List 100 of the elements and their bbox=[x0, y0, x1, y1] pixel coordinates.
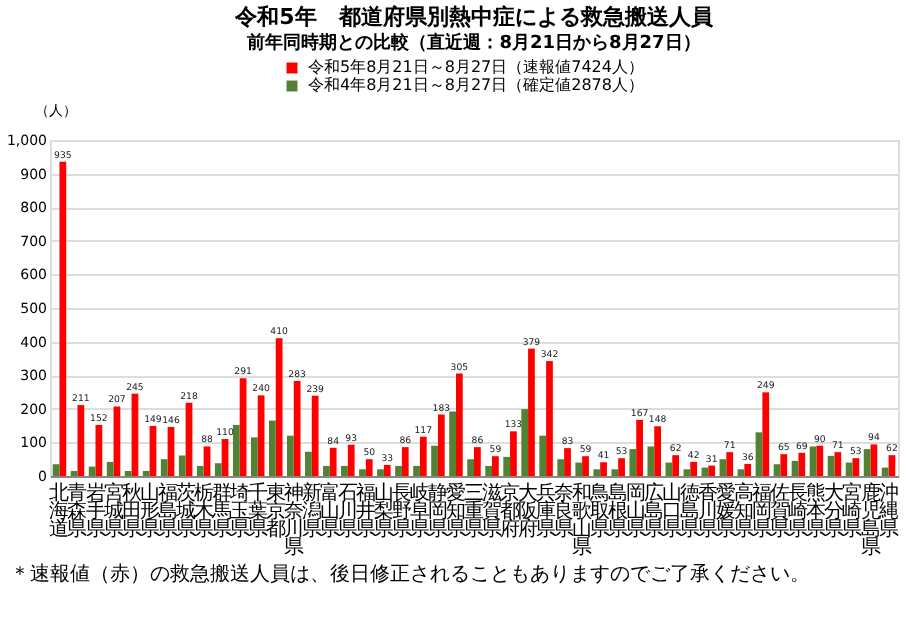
bar bbox=[341, 465, 348, 476]
x-tick-label: 長野県 bbox=[391, 483, 412, 541]
bar bbox=[323, 465, 330, 476]
bar bbox=[708, 465, 716, 476]
bar bbox=[870, 444, 878, 476]
bar bbox=[305, 451, 312, 476]
x-tick-label: 島根県 bbox=[608, 481, 629, 541]
bar bbox=[546, 361, 553, 476]
bar bbox=[539, 435, 547, 476]
bar bbox=[160, 459, 168, 476]
x-tick-label: 北海道 bbox=[49, 481, 70, 541]
x-tick-label: 福岡県 bbox=[752, 481, 773, 541]
bar bbox=[467, 459, 474, 476]
bar bbox=[683, 469, 691, 476]
bar bbox=[636, 419, 643, 476]
bar bbox=[287, 435, 294, 476]
bar bbox=[564, 448, 571, 476]
bar bbox=[59, 161, 67, 476]
bar bbox=[203, 446, 211, 476]
bar bbox=[142, 470, 150, 476]
bar bbox=[600, 462, 607, 476]
x-tick-label: 静岡県 bbox=[427, 481, 448, 541]
x-tick-label: 千葉県 bbox=[247, 481, 268, 541]
bar bbox=[377, 469, 384, 476]
bar bbox=[474, 447, 481, 476]
x-tick-label: 熊本県 bbox=[806, 481, 827, 541]
x-tick-label: 兵庫県 bbox=[536, 481, 557, 541]
x-tick-label: 岡山県 bbox=[626, 483, 647, 541]
bar bbox=[672, 455, 680, 476]
bar bbox=[744, 463, 752, 476]
x-tick-label: 佐賀県 bbox=[770, 483, 791, 541]
bar bbox=[629, 449, 637, 476]
bar bbox=[106, 461, 114, 476]
x-tick-label: 沖縄県 bbox=[876, 481, 899, 541]
bar bbox=[293, 380, 301, 476]
x-tick-label: 新潟県 bbox=[301, 481, 322, 541]
bar bbox=[881, 467, 889, 476]
text: ＊速報値（赤）の救急搬送人員は、後日修正されることもありますのでご了承ください。 bbox=[10, 562, 810, 586]
x-tick-label: 三重県 bbox=[464, 483, 484, 541]
bar bbox=[395, 465, 402, 476]
bar bbox=[863, 449, 871, 476]
bar bbox=[834, 452, 842, 476]
x-tick-label: 滋賀県 bbox=[482, 481, 503, 541]
bar bbox=[455, 373, 463, 476]
legend-label: 令和4年8月21日～8月27日（確定値2878人） bbox=[308, 76, 644, 94]
bar bbox=[528, 348, 535, 476]
bar bbox=[618, 458, 625, 476]
x-tick-label: 秋田県 bbox=[121, 481, 142, 541]
x-tick-label: 鳥取県 bbox=[588, 481, 611, 541]
bar bbox=[654, 426, 661, 476]
bar bbox=[773, 464, 781, 476]
x-tick-label: 鹿児島県 bbox=[860, 481, 881, 559]
x-tick-label: 青森県 bbox=[67, 481, 88, 541]
bar bbox=[485, 465, 493, 476]
bar bbox=[593, 469, 601, 476]
bar bbox=[780, 454, 788, 476]
bar bbox=[250, 437, 258, 476]
bar bbox=[232, 424, 240, 476]
bar bbox=[575, 462, 583, 476]
bar bbox=[521, 409, 529, 476]
bar bbox=[611, 469, 619, 476]
bar bbox=[329, 447, 337, 476]
x-tick-label: 長崎県 bbox=[788, 483, 809, 541]
x-tick-label: 栃木県 bbox=[193, 481, 214, 541]
bar bbox=[582, 456, 589, 476]
bar bbox=[401, 447, 409, 476]
bar bbox=[124, 470, 132, 476]
bar bbox=[419, 436, 427, 476]
bar bbox=[647, 446, 655, 476]
x-tick-label: 大分県 bbox=[824, 481, 845, 541]
bar bbox=[557, 459, 565, 476]
x-tick-label: 奈良県 bbox=[554, 483, 575, 541]
x-tick-label: 福島県 bbox=[157, 481, 178, 541]
bar bbox=[665, 462, 673, 476]
x-tick-label: 京都府 bbox=[500, 481, 521, 541]
bar bbox=[737, 469, 745, 476]
bar bbox=[449, 411, 456, 476]
bar bbox=[413, 465, 420, 476]
x-tick-label: 愛知県 bbox=[445, 481, 466, 541]
bar bbox=[431, 445, 438, 476]
x-tick-label: 香川県 bbox=[698, 481, 719, 541]
bar bbox=[690, 461, 698, 476]
x-tick-label: 和歌山県 bbox=[572, 481, 593, 559]
bar bbox=[178, 455, 186, 476]
x-tick-label: 福井県 bbox=[355, 481, 376, 541]
x-tick-label: 高知県 bbox=[734, 481, 755, 541]
bar bbox=[275, 338, 283, 476]
chart-subtitle: 前年同時期との比較（直近週：8月21日から8月27日） bbox=[245, 32, 701, 54]
bar bbox=[196, 465, 204, 476]
bar bbox=[365, 459, 373, 476]
x-tick-label: 東京都 bbox=[265, 481, 286, 541]
bar bbox=[214, 463, 222, 476]
x-tick-label: 宮崎県 bbox=[842, 481, 863, 541]
x-tick-label: 岐阜県 bbox=[409, 481, 430, 541]
bar bbox=[359, 469, 366, 476]
bar bbox=[852, 458, 860, 476]
x-tick-label: 山形県 bbox=[139, 481, 160, 541]
bar bbox=[77, 405, 85, 476]
x-tick-label: 石川県 bbox=[337, 483, 358, 541]
bar bbox=[437, 414, 445, 476]
